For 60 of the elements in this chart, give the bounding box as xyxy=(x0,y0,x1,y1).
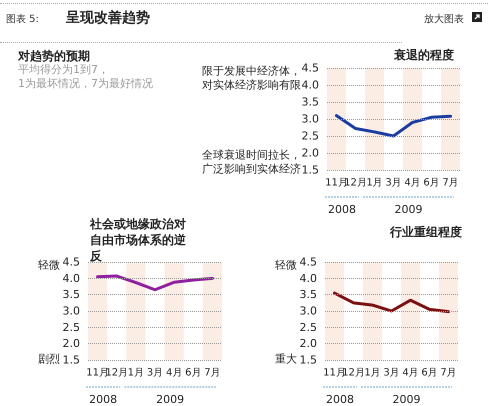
text: 2009 xyxy=(392,393,420,406)
y-tick-label: 4.0 xyxy=(62,272,80,285)
text: 2008 xyxy=(89,393,118,406)
line-series xyxy=(96,274,214,292)
chart-title: 行业重组程度 xyxy=(389,225,462,239)
x-tick-label: 6月 xyxy=(423,178,440,188)
y-tick-label: 4.5 xyxy=(302,62,319,74)
x-tick-label: 3月 xyxy=(383,368,400,378)
x-tick-label: 6月 xyxy=(421,368,438,378)
text: 图表 5: xyxy=(6,12,39,26)
y-tick-label: 2.5 xyxy=(300,320,317,334)
x-tick-label: 1月 xyxy=(364,368,381,378)
text: 放大图表 xyxy=(424,12,464,26)
text: 重大 xyxy=(275,352,297,366)
text: 平均得分为1到7， 1为最坏情况，7为最好情况 xyxy=(18,63,153,91)
text: 2009 xyxy=(394,203,422,216)
x-tick-label: 12月 xyxy=(105,368,128,378)
y-tick-label: 2.0 xyxy=(300,337,317,350)
x-tick-label: 3月 xyxy=(385,178,402,188)
chart-title: 衰退的程度 xyxy=(393,48,454,62)
y-tick-label: 3.0 xyxy=(302,112,319,126)
y-tick-label: 2.0 xyxy=(62,337,80,350)
y-tick-label: 4.5 xyxy=(62,256,80,268)
x-tick-label: 6月 xyxy=(185,368,202,378)
text: 2008 xyxy=(328,203,356,216)
text: 2008 xyxy=(326,393,354,406)
y-tick-label: 2.0 xyxy=(302,146,319,160)
text: 全球衰退时间拉长，广泛影响到实体经济 xyxy=(202,148,301,176)
y-tick-label: 4.5 xyxy=(300,256,317,268)
text: 剧烈 xyxy=(38,352,60,366)
x-tick-label: 7月 xyxy=(442,178,459,188)
x-tick-label: 4月 xyxy=(402,368,419,378)
chart-title: 社会或地缘政治对自由市场体系的逆反 xyxy=(89,217,186,263)
text: 轻微 xyxy=(38,258,60,272)
x-tick-label: 1月 xyxy=(366,178,383,188)
x-tick-label: 3月 xyxy=(146,368,164,378)
text: 对趋势的预期 xyxy=(18,48,90,64)
text: 呈现改善趋势 xyxy=(66,9,150,27)
y-tick-label: 1.5 xyxy=(302,164,319,176)
y-tick-label: 1.5 xyxy=(300,354,317,366)
text: 限于发展中经济体，对实体经济影响有限 xyxy=(202,64,301,92)
x-tick-label: 7月 xyxy=(440,368,457,378)
y-tick-label: 2.5 xyxy=(302,130,319,142)
x-tick-label: 7月 xyxy=(204,368,221,378)
y-tick-label: 3.0 xyxy=(300,304,317,318)
y-tick-label: 3.5 xyxy=(300,288,317,302)
x-tick-label: 1月 xyxy=(128,368,144,378)
y-tick-label: 4.0 xyxy=(300,272,317,285)
line-series xyxy=(333,292,450,314)
text: 2009 xyxy=(156,393,184,406)
y-tick-label: 3.0 xyxy=(62,304,80,318)
y-tick-label: 2.5 xyxy=(62,320,80,334)
y-tick-label: 4.0 xyxy=(302,78,319,92)
y-tick-label: 3.5 xyxy=(302,96,319,108)
y-tick-label: 3.5 xyxy=(62,288,80,302)
line-series xyxy=(335,114,452,138)
text: 轻微 xyxy=(275,258,297,272)
x-tick-label: 4月 xyxy=(404,178,421,188)
y-tick-label: 1.5 xyxy=(62,354,80,366)
x-tick-label: 4月 xyxy=(166,368,182,378)
